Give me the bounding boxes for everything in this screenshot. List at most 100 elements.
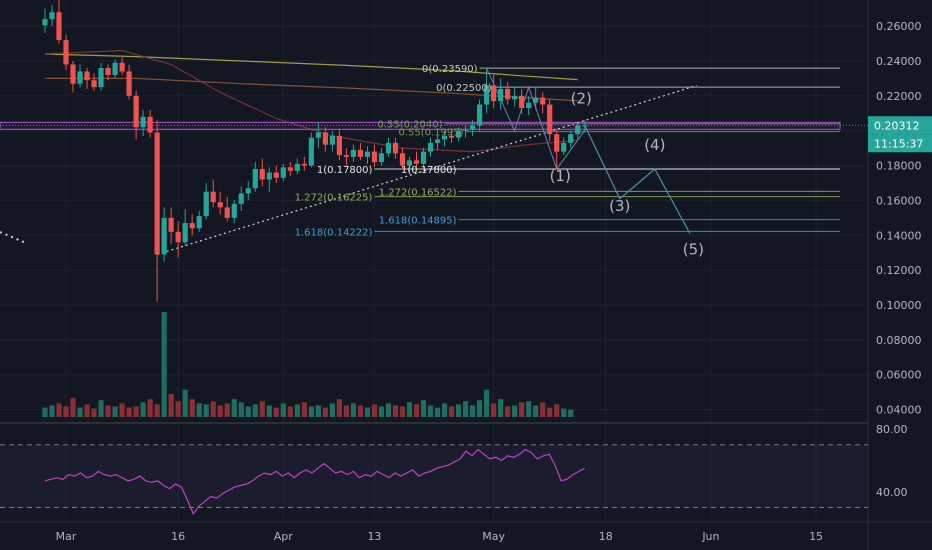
volume-bar <box>357 405 364 417</box>
volume-bar <box>154 404 160 417</box>
price-tick-label: 0.14000 <box>876 229 922 242</box>
candle-body <box>462 128 469 131</box>
candle-body <box>491 85 497 102</box>
volume-bar <box>448 406 455 417</box>
fib-level-label: 1.618(0.14222) <box>295 227 373 238</box>
candle-body <box>448 135 455 138</box>
rsi-band <box>0 444 868 508</box>
volume-bar <box>266 405 272 417</box>
volume-bar <box>420 400 427 417</box>
rsi-line <box>44 448 585 515</box>
time-axis[interactable]: Mar 16 Apr 13 May 18 Jun 15 <box>56 530 823 543</box>
volume-bar <box>224 403 230 417</box>
candle-body <box>371 151 378 163</box>
volume-bar <box>77 407 83 417</box>
volume-bar <box>63 406 69 417</box>
price-tick-label: 0.12000 <box>876 264 922 277</box>
volume-bar <box>203 404 209 417</box>
time-tick-label: 15 <box>809 530 823 543</box>
candle-body <box>77 71 83 84</box>
candle-body <box>476 104 483 126</box>
candle-body <box>224 207 230 218</box>
volume-bar <box>252 404 258 417</box>
candle-body <box>512 95 518 100</box>
fib-level-label: 1.618(0.14895) <box>379 216 457 227</box>
volume-bar <box>484 389 490 417</box>
volume-bar <box>441 403 448 417</box>
volume-bar <box>273 407 279 417</box>
candle-body <box>343 155 349 157</box>
candle-body <box>322 132 328 145</box>
candle-body <box>526 102 532 109</box>
candle-body <box>336 135 342 156</box>
volume-bar <box>91 408 97 417</box>
candle-body <box>238 193 244 204</box>
volume-bar <box>175 401 181 417</box>
candle-body <box>308 137 314 166</box>
candle-body <box>140 116 146 128</box>
volume-bar <box>210 401 216 417</box>
rsi-tick-label: 40.00 <box>876 486 908 499</box>
volume-bar <box>315 405 321 417</box>
candle-body <box>568 134 574 143</box>
candle-body <box>519 95 525 109</box>
volume-bar <box>322 407 328 417</box>
volume-bar <box>533 405 539 417</box>
candle-body <box>533 97 539 103</box>
candle-body <box>175 231 181 243</box>
volume-bar <box>161 312 167 417</box>
fib-level-label: 1.272(0.16522) <box>379 187 457 198</box>
volume-bar <box>540 402 546 417</box>
volume-bar <box>336 399 342 417</box>
candle-body <box>105 67 111 75</box>
candle-body <box>210 191 216 203</box>
candle-body <box>273 172 279 178</box>
price-tick-label: 0.18000 <box>876 160 922 173</box>
candle-body <box>56 12 62 41</box>
volume-bar <box>168 393 174 417</box>
volume-bar <box>568 409 574 417</box>
volume-bar <box>84 404 90 417</box>
candle-body <box>575 125 581 135</box>
candle-body <box>385 142 392 154</box>
volume-bar <box>140 402 146 417</box>
candle-body <box>168 217 174 232</box>
candle-body <box>42 19 48 26</box>
candle-body <box>554 134 560 152</box>
time-tick-label: May <box>482 530 505 543</box>
rsi-tick-label: 80.00 <box>876 423 908 436</box>
candle-body <box>154 132 160 255</box>
candle-body <box>91 80 97 88</box>
candle-body <box>133 95 139 128</box>
volume-bar <box>561 408 567 417</box>
candle-body <box>455 130 462 138</box>
volume-bar <box>301 402 307 417</box>
price-tick-label: 0.16000 <box>876 194 922 207</box>
elliott-wave-label: (2) <box>571 90 592 108</box>
volume-bar <box>70 398 76 417</box>
volume-bar <box>469 405 476 417</box>
volume-bar <box>434 407 441 417</box>
volume-bar <box>287 406 293 417</box>
volume-bar <box>364 407 371 417</box>
time-tick-label: Apr <box>274 530 294 543</box>
volume-bar <box>406 402 413 417</box>
price-tick-label: 0.26000 <box>876 20 922 33</box>
candle-body <box>280 167 286 178</box>
candle-body <box>231 203 237 218</box>
volume-bar <box>147 399 153 417</box>
candle-body <box>126 71 132 96</box>
volume-bar <box>427 405 434 417</box>
elliott-wave-label: (1) <box>550 167 571 185</box>
volume-bar <box>133 406 139 417</box>
drawing-labels: 0(0.23590) 0(0.22500) 0.55(0.2040)0.55(0.1… <box>295 64 704 258</box>
candle-body <box>266 172 272 180</box>
fib-level-label: 0.55(0.1995) <box>399 128 464 139</box>
candle-body <box>413 160 420 164</box>
rsi-pane <box>0 444 868 515</box>
candle-body <box>119 62 125 72</box>
price-axis[interactable]: 0.260000.240000.220000.200000.180000.160… <box>868 20 932 499</box>
candle-body <box>294 163 300 171</box>
time-tick-label: 18 <box>599 530 613 543</box>
